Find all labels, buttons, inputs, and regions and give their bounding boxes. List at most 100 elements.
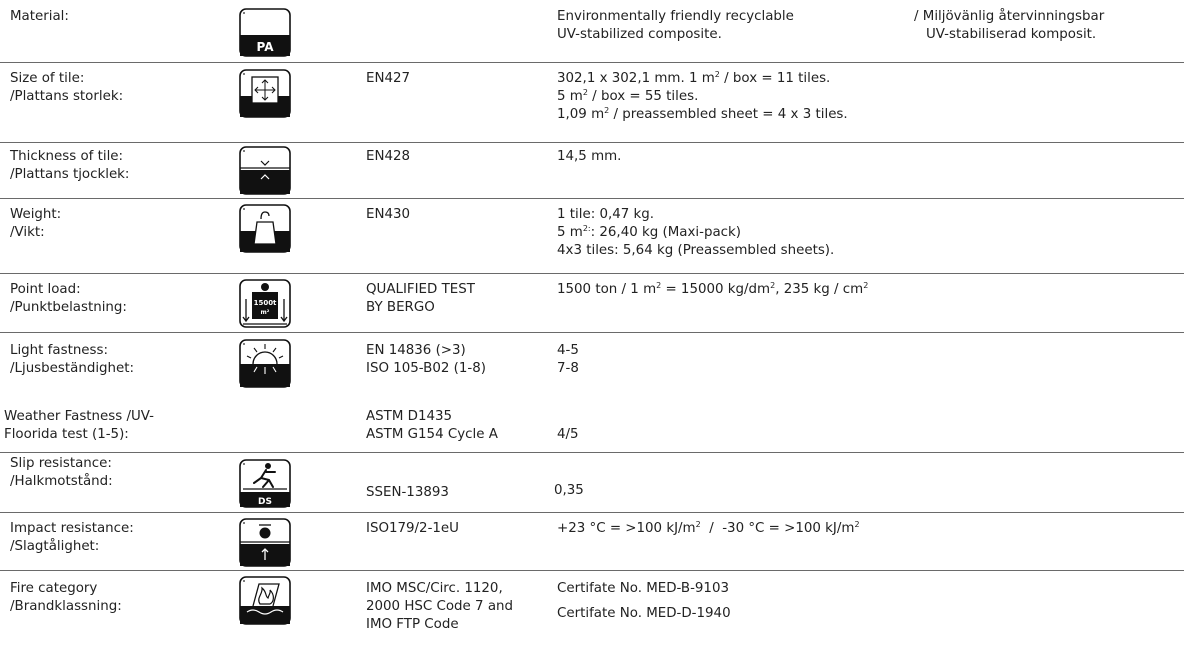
standard-line: EN428 [366, 149, 411, 164]
label-line: /Punktbelastning: [10, 300, 127, 315]
standard-line: 2000 HSC Code 7 and [366, 599, 514, 614]
value-line: 1,09 m2 / preassembled sheet = 4 x 3 til… [557, 106, 848, 123]
label-line: /Slagtålighet: [10, 539, 100, 554]
spec-row-material: Material: PA Environmentally friendly re… [0, 0, 1184, 61]
label-line: Thickness of tile: [10, 149, 124, 164]
standard-line: EN 14836 (>3) [366, 343, 466, 358]
label-line: /Plattans storlek: [10, 89, 124, 104]
row-standard: IMO MSC/Circ. 1120, 2000 HSC Code 7 and … [366, 580, 513, 634]
sun-lightfastness-icon [239, 339, 291, 388]
row-standard: EN427 [366, 70, 410, 88]
tile-thickness-icon [239, 146, 291, 195]
row-divider [0, 142, 1184, 143]
spec-row-size: Size of tile: /Plattans storlek: EN427 3… [0, 63, 1184, 142]
value-line: +23 °C = >100 kJ/m2 / -30 °C = >100 kJ/m… [557, 520, 860, 537]
value-line: 14,5 mm. [557, 149, 622, 164]
icon-text: m² [261, 309, 270, 316]
standard-line: IMO FTP Code [366, 617, 459, 632]
spec-row-fire-category: Fire category /Brandklassning: IMO MSC/C… [0, 571, 1184, 646]
row-divider [0, 273, 1184, 274]
impact-resistance-icon [239, 518, 291, 567]
value-line: 1500 ton / 1 m2 = 15000 kg/dm2, 235 kg /… [557, 281, 869, 298]
label-line: Point load: [10, 282, 81, 297]
row-value: 1500 ton / 1 m2 = 15000 kg/dm2, 235 kg /… [557, 281, 868, 299]
value-line: 4x3 tiles: 5,64 kg (Preassembled sheets)… [557, 243, 835, 258]
value-line: 1 tile: 0,47 kg. [557, 207, 655, 222]
row-divider [0, 570, 1184, 571]
row-label: Material: [10, 8, 69, 26]
row-divider [0, 512, 1184, 513]
label-line: Floorida test (1-5): [4, 427, 129, 442]
label-line: Impact resistance: [10, 521, 134, 536]
pa-material-icon: PA [239, 8, 291, 57]
value-line: 5 m2:: 26,40 kg (Maxi-pack) [557, 224, 742, 241]
icon-text: PA [257, 40, 275, 54]
value-line: UV-stabilized composite. [557, 27, 722, 42]
row-value: Certifate No. MED-B-9103 Certifate No. M… [557, 580, 731, 623]
row-value: 1 tile: 0,47 kg. 5 m2:: 26,40 kg (Maxi-p… [557, 206, 834, 260]
row-value: 4-5 7-8 [557, 342, 579, 378]
standard-line: EN430 [366, 207, 411, 222]
value-line: Certifate No. MED-D-1940 [557, 606, 731, 621]
row-value: +23 °C = >100 kJ/m2 / -30 °C = >100 kJ/m… [557, 520, 860, 538]
row-label: Size of tile: /Plattans storlek: [10, 70, 123, 106]
row-label: Impact resistance: /Slagtålighet: [10, 520, 134, 556]
row-divider [0, 198, 1184, 199]
spec-row-weight: Weight: /Vikt: EN430 1 tile: 0,47 kg. 5 … [0, 199, 1184, 272]
value-line: UV-stabiliserad komposit. [926, 27, 1097, 42]
row-divider [0, 62, 1184, 63]
row-label: Light fastness: /Ljusbeständighet: [10, 342, 134, 378]
icon-text: 1500t [254, 299, 277, 307]
value-line: 5 m2 / box = 55 tiles. [557, 88, 699, 105]
row-label: Weather Fastness /UV- Floorida test (1-5… [4, 408, 154, 444]
row-label: Thickness of tile: /Plattans tjocklek: [10, 148, 129, 184]
row-value: 14,5 mm. [557, 148, 621, 166]
row-value: 302,1 x 302,1 mm. 1 m2 / box = 11 tiles.… [557, 70, 848, 124]
row-divider [0, 452, 1184, 453]
standard-line: BY BERGO [366, 300, 435, 315]
standard-line: EN427 [366, 71, 411, 86]
value-line: 0,35 [554, 483, 584, 498]
row-value: 4/5 [557, 426, 579, 444]
row-value: Environmentally friendly recyclable UV-s… [557, 8, 794, 44]
value-line: 7-8 [557, 361, 579, 376]
slip-resistance-icon: DS [239, 459, 291, 508]
label-line: /Halkmotstånd: [10, 474, 113, 489]
row-value-swedish: / Miljövänlig återvinningsbar UV-stabili… [914, 8, 1104, 44]
spec-row-impact-resistance: Impact resistance: /Slagtålighet: ISO179… [0, 513, 1184, 570]
point-load-icon: 1500t m² [239, 279, 291, 328]
row-divider [0, 332, 1184, 333]
value-line: / Miljövänlig återvinningsbar [914, 9, 1105, 24]
standard-line: ISO179/2-1eU [366, 521, 459, 536]
label-line: Slip resistance: [10, 456, 112, 471]
icon-text: DS [258, 497, 272, 507]
label-line: /Vikt: [10, 225, 45, 240]
label-line: Weight: [10, 207, 62, 222]
label-line: Size of tile: [10, 71, 85, 86]
row-standard: EN 14836 (>3) ISO 105-B02 (1-8) [366, 342, 486, 378]
value-line: Certifate No. MED-B-9103 [557, 581, 729, 596]
spec-row-point-load: Point load: /Punktbelastning: 1500t m² Q… [0, 274, 1184, 331]
label-line: /Ljusbeständighet: [10, 361, 135, 376]
row-value: 0,35 [554, 482, 584, 500]
label-line: Material: [10, 9, 69, 24]
row-standard: ASTM D1435 ASTM G154 Cycle A [366, 408, 498, 444]
spec-row-light-fastness: Light fastness: /Ljusbeständighet: EN 14… [0, 333, 1184, 406]
spec-row-weather-fastness: Weather Fastness /UV- Floorida test (1-5… [0, 406, 1184, 452]
row-standard: SSEN-13893 [366, 484, 449, 502]
label-line: /Plattans tjocklek: [10, 167, 130, 182]
value-line: 4-5 [557, 343, 579, 358]
row-standard: EN430 [366, 206, 410, 224]
label-line: Fire category [10, 581, 98, 596]
row-standard: QUALIFIED TEST BY BERGO [366, 281, 475, 317]
standard-line: SSEN-13893 [366, 485, 449, 500]
label-line: Weather Fastness /UV- [4, 409, 154, 424]
value-line: Environmentally friendly recyclable [557, 9, 794, 24]
fire-category-icon [239, 576, 291, 625]
row-label: Slip resistance: /Halkmotstånd: [10, 455, 113, 491]
row-standard: ISO179/2-1eU [366, 520, 459, 538]
standard-line: ASTM G154 Cycle A [366, 427, 498, 442]
standard-line: IMO MSC/Circ. 1120, [366, 581, 503, 596]
spec-row-thickness: Thickness of tile: /Plattans tjocklek: E… [0, 143, 1184, 198]
weight-icon [239, 204, 291, 253]
